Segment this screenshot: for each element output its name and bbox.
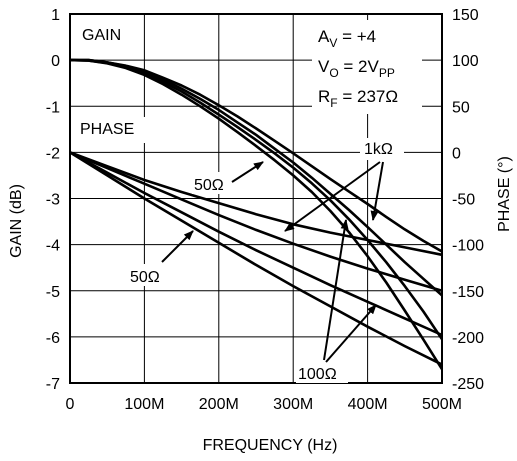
vo-condition: VO = 2VPP	[318, 57, 395, 80]
y-tick-label: 0	[51, 53, 60, 70]
gain-50ohm-arrow	[231, 161, 264, 183]
y-tick-labels: 1 0 -1 -2 -3 -4 -5 -6 -7	[46, 7, 60, 393]
x-tick-label: 0	[66, 396, 75, 413]
conditions-box	[312, 20, 422, 114]
x-axis-title: FREQUENCY (Hz)	[203, 437, 338, 454]
phase-series-line	[69, 151, 443, 293]
load-100ohm-label: 100Ω	[298, 366, 337, 383]
y2-tick-label: 50	[452, 99, 470, 116]
load-100ohm-arrow-gain	[323, 219, 349, 361]
gain-label-bg	[75, 20, 139, 46]
load-100ohm-label-bg	[296, 361, 348, 383]
y-tick-label: -2	[46, 145, 60, 162]
gain-50ohm-label-bg	[192, 172, 230, 194]
series-group	[69, 58, 444, 370]
phase-50ohm-label-bg	[128, 264, 166, 286]
y-tick-label: -1	[46, 99, 60, 116]
y-axis-title: GAIN (dB)	[8, 184, 25, 258]
phase-series-line	[69, 151, 443, 337]
phase-series-line	[69, 151, 443, 257]
y-tick-label: -3	[46, 192, 60, 209]
y-tick-label: 1	[51, 7, 60, 24]
load-100ohm-arrow-phase	[325, 304, 377, 363]
y2-tick-label: -250	[452, 376, 484, 393]
y2-tick-label: -200	[452, 330, 484, 347]
y2-tick-label: -50	[452, 192, 475, 209]
load-1k-arrow-gain	[370, 161, 384, 221]
phase-label: PHASE	[80, 121, 134, 138]
y2-tick-label: -100	[452, 238, 484, 255]
y2-tick-label: 100	[452, 53, 479, 70]
x-tick-label: 100M	[124, 396, 164, 413]
y2-tick-labels: 150 100 50 0 -50 -100 -150 -200 -250	[452, 7, 484, 393]
av-condition: AV = +4	[318, 27, 376, 50]
gain-series-line	[69, 58, 444, 370]
phase-50ohm-arrow	[161, 230, 194, 263]
phase-50ohm-label: 50Ω	[130, 269, 160, 286]
y-tick-label: -5	[46, 284, 60, 301]
load-1k-label: 1kΩ	[364, 141, 393, 158]
y2-tick-label: 150	[452, 7, 479, 24]
phase-label-bg	[75, 117, 151, 143]
y2-tick-label: 0	[452, 145, 461, 162]
phase-series-line	[69, 151, 443, 366]
load-1k-arrow-phase	[284, 161, 381, 232]
y2-axis-title: PHASE (°)	[496, 156, 513, 232]
gain-50ohm-label: 50Ω	[194, 177, 224, 194]
x-tick-label: 200M	[199, 396, 239, 413]
rf-condition: RF = 237Ω	[318, 87, 398, 110]
load-1k-label-bg	[360, 138, 404, 160]
x-tick-label: 500M	[422, 396, 462, 413]
y-tick-label: -7	[46, 376, 60, 393]
y-tick-label: -4	[46, 238, 60, 255]
x-tick-label: 400M	[348, 396, 388, 413]
x-tick-label: 300M	[273, 396, 313, 413]
y-tick-label: -6	[46, 330, 60, 347]
annotations: GAIN PHASE AV = +4 VO = 2VPP RF = 237Ω 5…	[75, 20, 422, 383]
gain-label: GAIN	[82, 27, 121, 44]
plot-frame	[69, 13, 443, 384]
y2-tick-label: -150	[452, 284, 484, 301]
x-tick-labels: 0 100M 200M 300M 400M 500M	[66, 396, 462, 413]
